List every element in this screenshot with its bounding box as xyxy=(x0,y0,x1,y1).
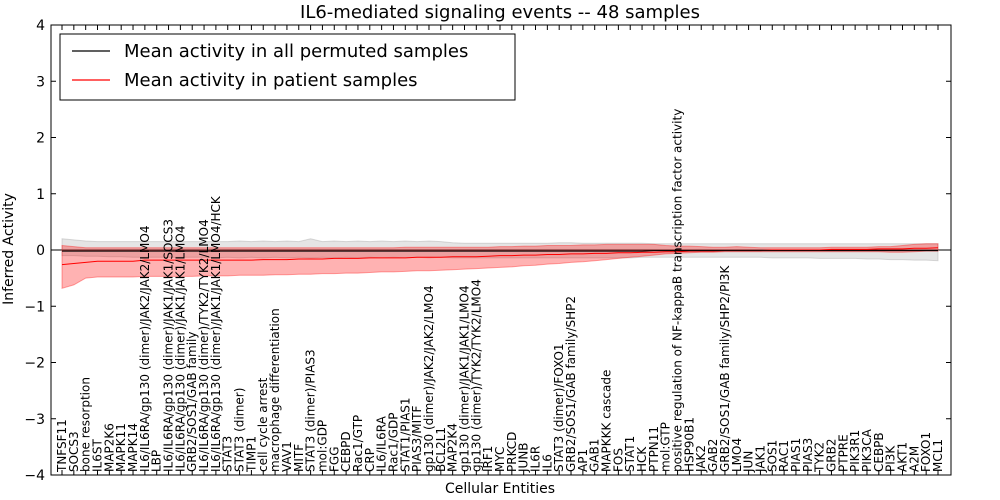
x-tick-label: CEBPB xyxy=(872,432,886,472)
x-tick-label: MAP2K6 xyxy=(102,423,116,472)
axes-frame xyxy=(50,24,952,476)
x-tick-label: PIK3R1 xyxy=(848,430,862,472)
x-tick-label: JAK2 xyxy=(694,445,708,473)
x-tick-label: MCL1 xyxy=(931,439,945,472)
x-tick-label: CRP xyxy=(363,448,377,472)
x-tick-label: positive regulation of NF-kappaB transcr… xyxy=(671,109,685,472)
x-tick-label: MAPK11 xyxy=(114,423,128,472)
x-tick-label: JUN xyxy=(742,451,756,473)
x-tick-label: PTPN11 xyxy=(647,426,661,472)
legend-label: Mean activity in patient samples xyxy=(124,70,418,91)
x-tick-label: TIMP1 xyxy=(244,436,258,473)
y-axis-label: Inferred Activity xyxy=(1,193,17,305)
y-tick-label: 0 xyxy=(36,243,45,259)
x-tick-label: gp130 (dimer)/JAK2/JAK2/LMO4 xyxy=(422,285,436,472)
x-tick-label: HSP90B1 xyxy=(682,417,696,472)
permuted-samples-band xyxy=(61,238,939,262)
x-tick-label: STAT1/PIAS1 xyxy=(398,397,412,472)
x-tick-label: MAP2K4 xyxy=(446,423,460,472)
x-tick-label: GRB2 xyxy=(824,438,838,472)
x-tick-label: PIK3CA xyxy=(860,428,874,472)
legend: Mean activity in all permuted samples Mea… xyxy=(59,33,516,101)
x-tick-label: MAPK14 xyxy=(126,423,140,472)
x-tick-label: IL6/IL6RA/gp130 (dimer)/JAK2/JAK2/LMO4 xyxy=(138,226,152,472)
x-tick-label: IL6/IL6RA xyxy=(375,415,389,472)
x-tick-label: IL6/IL6RA/gp130 (dimer)/TYK2/TYK2/LMO4 xyxy=(197,219,211,472)
x-tick-label: mol:GDP xyxy=(315,420,329,472)
permuted-samples-mean-line xyxy=(62,250,938,252)
x-tick-label: STAT3 (dimer)/PIAS3 xyxy=(304,349,318,472)
x-tick-label: PTPRE xyxy=(836,434,850,472)
x-tick-label: MYC xyxy=(493,447,507,472)
x-tick-label: PI3K xyxy=(884,445,898,472)
x-tick-label: A2M xyxy=(907,446,921,472)
x-tick-label: STAT3 (dimer)/FOXO1 xyxy=(552,343,566,472)
x-tick-label: GRB2/SOS1/GAB family/SHP2/PI3K xyxy=(718,264,732,472)
x-tick-label: MITF xyxy=(292,444,306,472)
x-tick-label: LBP xyxy=(150,450,164,472)
x-tick-label: VAV1 xyxy=(280,441,294,472)
x-tick-label: PRKCD xyxy=(505,432,519,472)
x-tick-label: JAK1 xyxy=(753,445,767,473)
y-tick-label: 1 xyxy=(36,187,45,203)
x-tick-label: SOS1 xyxy=(765,440,779,472)
x-tick-label: mol:GTP xyxy=(659,422,673,472)
x-tick-label: GAB1 xyxy=(588,439,602,472)
x-tick-label: macrophage differentiation xyxy=(268,308,282,472)
x-tick-label: IL6/IL6RA/gp130 (dimer)/JAK1/JAK1/LMO4/H… xyxy=(209,195,223,472)
y-tick-label: 3 xyxy=(36,74,45,90)
patient-samples-mean-line xyxy=(61,247,939,266)
x-tick-label: BCL2L1 xyxy=(434,427,448,472)
x-tick-label: FGG xyxy=(327,447,341,473)
x-tick-label: GAB2 xyxy=(706,439,720,472)
y-tick-label: −3 xyxy=(24,412,45,428)
y-tick-label: −2 xyxy=(24,356,45,372)
y-tick-label: −4 xyxy=(24,468,45,484)
x-tick-label: LMO4 xyxy=(730,438,744,472)
x-tick-label: AP1 xyxy=(576,449,590,472)
x-tick-label: GRB2/SOS1/GAB family xyxy=(185,332,199,473)
x-tick-label: AKT1 xyxy=(895,442,909,472)
x-tick-label: PIAS1 xyxy=(789,438,803,472)
x-tick-label: cell cycle arrest xyxy=(256,377,270,472)
legend-box xyxy=(59,33,516,101)
x-tick-label: Rac1/GDP xyxy=(386,413,400,472)
chart-title: IL6-mediated signaling events -- 48 samp… xyxy=(300,2,700,23)
x-tick-label: MAPKKK cascade xyxy=(600,370,614,472)
x-tick-label: STAT3 (dimer) xyxy=(233,388,247,472)
x-tick-label: HCK xyxy=(635,446,649,472)
y-tick-label: 2 xyxy=(36,131,45,147)
x-tick-label: STAT1 xyxy=(623,436,637,472)
x-tick-label: FOXO1 xyxy=(919,432,933,472)
x-tick-label: JUNB xyxy=(517,442,531,473)
x-tick-label: RAC1 xyxy=(777,440,791,472)
y-tick-label: −1 xyxy=(24,299,45,315)
x-tick-label: bone resorption xyxy=(79,377,93,472)
x-tick-label: gp130 (dimer)/TYK2/TYK2/LMO4 xyxy=(469,279,483,472)
x-tick-label: IL6ST xyxy=(91,439,105,472)
y-tick-label: 4 xyxy=(36,18,45,34)
x-tick-label: Rac1/GTP xyxy=(351,415,365,472)
x-tick-label: IL6 xyxy=(540,454,554,472)
x-tick-label: IRF1 xyxy=(481,446,495,472)
x-tick-label: gp130 (dimer)/JAK1/JAK1/LMO4 xyxy=(457,285,471,472)
x-tick-label: PIAS3 xyxy=(801,438,815,472)
x-tick-label: IL6/IL6RA/gp130 (dimer)/JAK1/JAK1/LMO4 xyxy=(173,226,187,472)
x-tick-label: IL6R xyxy=(529,446,543,472)
x-tick-label: STAT3 xyxy=(221,436,235,472)
x-tick-label: IL6/IL6RA/gp130 (dimer)/JAK1/JAK1/SOCS3 xyxy=(162,219,176,472)
x-axis-label: Cellular Entities xyxy=(445,481,555,497)
x-tick-label: SOCS3 xyxy=(67,431,81,472)
legend-label: Mean activity in all permuted samples xyxy=(124,41,468,62)
x-tick-label: GRB2/SOS1/GAB family/SHP2 xyxy=(564,296,578,472)
x-tick-label: CEBPD xyxy=(339,431,353,472)
x-tick-label: FOS xyxy=(611,448,625,472)
x-tick-label: PIAS3/MITF xyxy=(410,405,424,472)
x-tick-label: TNFSF11 xyxy=(55,419,69,473)
x-tick-label: TYK2 xyxy=(813,442,827,473)
